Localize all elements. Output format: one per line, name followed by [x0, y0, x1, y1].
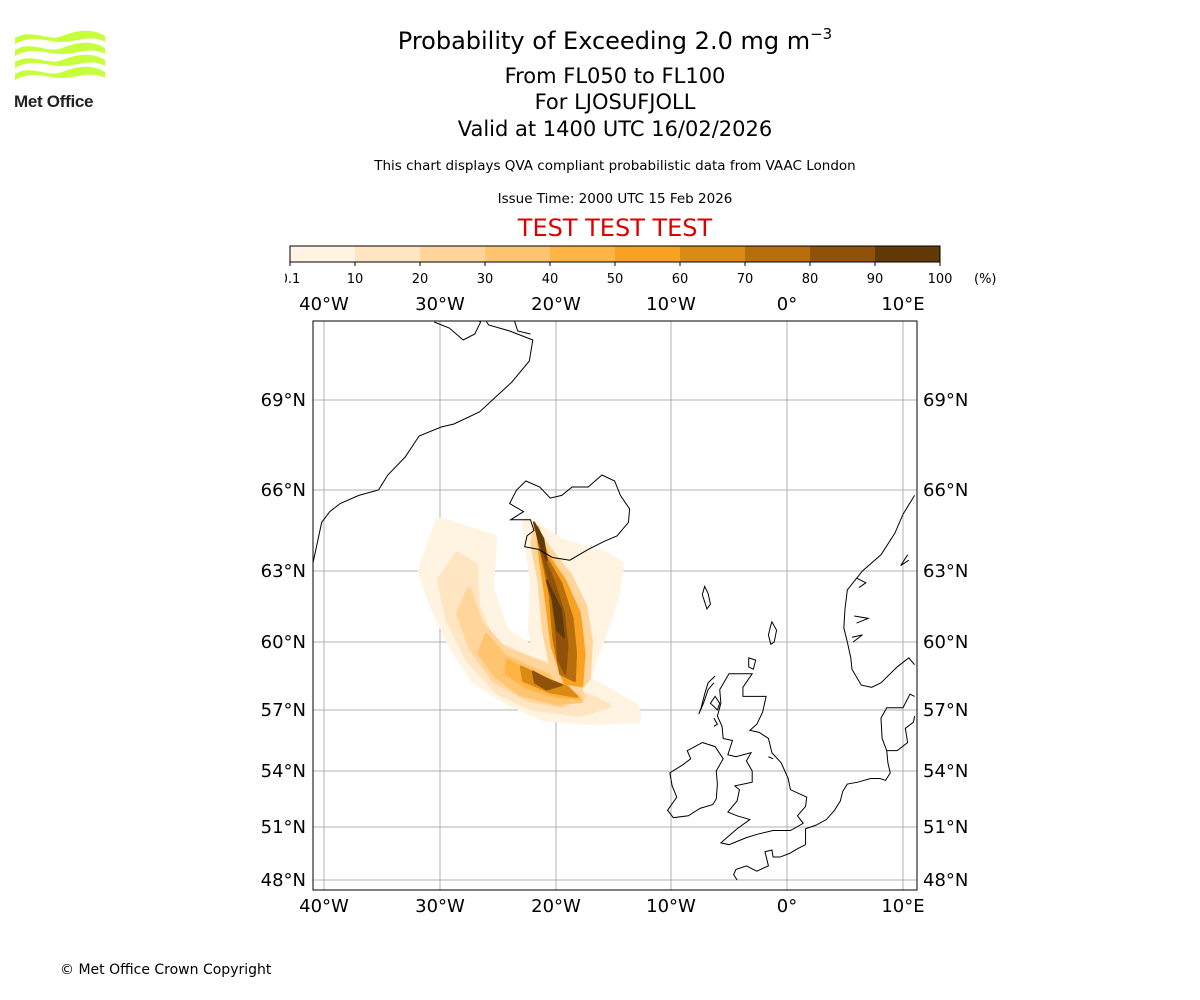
- colorbar-segment: [420, 246, 485, 262]
- colorbar-segment: [615, 246, 680, 262]
- plume-probability-80: [534, 524, 569, 675]
- lat-label-left: 51°N: [261, 817, 306, 838]
- map-frame: [312, 320, 918, 891]
- axis-labels: 40°W 40°W 30°W 30°W 20°W 20°W 10°W 10°W 0° 0° 10°E…: [261, 294, 969, 917]
- plume-probability-90: [545, 579, 566, 639]
- coastline-norway: [851, 634, 863, 643]
- colorbar-tick-label: 100: [928, 272, 953, 287]
- lon-label-top: 20°W: [531, 294, 581, 315]
- lon-label-bottom: 30°W: [415, 896, 465, 917]
- lat-label-left: 69°N: [261, 390, 306, 411]
- colorbar-tick-label: 20: [412, 272, 429, 287]
- logo-text: Met Office: [14, 92, 94, 111]
- colorbar-tick-label: 10: [347, 272, 364, 287]
- lat-label-right: 48°N: [923, 870, 968, 891]
- coastline-skye: [709, 695, 721, 711]
- lat-label-left: 57°N: [261, 700, 306, 721]
- lat-label-left: 54°N: [261, 761, 306, 782]
- coastline-greenland: [313, 321, 534, 566]
- coastline-norway: [854, 615, 871, 624]
- coastline-islands: [768, 756, 774, 760]
- chart-title-superscript: −3: [810, 25, 833, 43]
- lon-label-bottom: 0°: [777, 896, 797, 917]
- coastline-norway: [856, 577, 867, 588]
- plume-probability-80: [531, 670, 563, 691]
- chart-description: This chart displays QVA compliant probab…: [374, 158, 856, 174]
- lat-label-right: 51°N: [923, 817, 968, 838]
- volcano-location: For LJOSUFJOLL: [534, 90, 696, 114]
- coastline-norway: [843, 495, 916, 688]
- colorbar-segment: [810, 246, 875, 262]
- lat-label-left: 63°N: [261, 561, 306, 582]
- lon-label-top: 40°W: [299, 294, 349, 315]
- coastline-denmark: [880, 693, 916, 752]
- lat-label-right: 57°N: [923, 700, 968, 721]
- met-office-logo: [15, 30, 105, 80]
- colorbar-tick-label: 70: [737, 272, 754, 287]
- plume-probability-90: [532, 521, 548, 562]
- copyright: © Met Office Crown Copyright: [60, 962, 272, 978]
- colorbar-segment: [485, 246, 550, 262]
- colorbar-segment: [550, 246, 615, 262]
- issue-time: Issue Time: 2000 UTC 15 Feb 2026: [497, 191, 733, 207]
- lon-label-bottom: 10°E: [881, 896, 924, 917]
- coastline-islands: [713, 717, 719, 727]
- chart-title: Probability of Exceeding 2.0 mg m−3: [315, 25, 915, 55]
- lat-label-left: 60°N: [261, 632, 306, 653]
- coastline-hebrides: [698, 675, 716, 715]
- ash-probability-map: 40°W 40°W 30°W 30°W 20°W 20°W 10°W 10°W 0° 0° 10°E…: [261, 294, 969, 917]
- coastlines: [313, 321, 916, 881]
- lat-label-right: 66°N: [923, 480, 968, 501]
- coastline-norway: [900, 554, 910, 567]
- flight-levels: From FL050 to FL100: [504, 64, 726, 88]
- colorbar-tick-label: 60: [672, 272, 689, 287]
- colorbar-tick-label: 0.1: [285, 272, 300, 287]
- lon-label-top: 10°E: [881, 294, 924, 315]
- coastline-faroe: [701, 584, 711, 610]
- valid-time: Valid at 1400 UTC 16/02/2026: [457, 117, 773, 141]
- coastline-great-britain: [716, 673, 808, 846]
- colorbar-tick-label: 90: [867, 272, 884, 287]
- lat-label-left: 48°N: [261, 870, 306, 891]
- colorbar-tick-label: 40: [542, 272, 559, 287]
- lat-label-left: 66°N: [261, 480, 306, 501]
- lon-label-top: 30°W: [415, 294, 465, 315]
- colorbar-segment: [290, 246, 355, 262]
- plume-probability-10: [437, 551, 611, 718]
- colorbar-unit: (%): [974, 272, 997, 287]
- lon-label-top: 10°W: [646, 294, 696, 315]
- coastline-shetland: [767, 620, 778, 646]
- coastline-iceland: [508, 474, 631, 561]
- lon-label-top: 0°: [777, 294, 797, 315]
- lat-label-right: 63°N: [923, 561, 968, 582]
- colorbar-segment: [745, 246, 810, 262]
- coastline-ireland: [666, 741, 724, 819]
- chart-title-text: Probability of Exceeding 2.0 mg m: [397, 27, 811, 55]
- colorbar-segment: [680, 246, 745, 262]
- lat-label-right: 54°N: [923, 761, 968, 782]
- colorbar-tick-label: 30: [477, 272, 494, 287]
- ash-plume: [417, 517, 642, 726]
- logo-waves-icon: [15, 30, 105, 80]
- probability-colorbar: 0.1 10 20 30 40 50 60 70 80 90 100 (%): [285, 245, 997, 287]
- coastline-greenland: [434, 321, 482, 341]
- coastline-france: [733, 844, 806, 881]
- colorbar-segment: [355, 246, 420, 262]
- lat-label-right: 60°N: [923, 632, 968, 653]
- coastline-greenland: [513, 321, 531, 335]
- coastline-orkney: [748, 657, 757, 670]
- colorbar-tick-label: 50: [607, 272, 624, 287]
- test-banner: TEST TEST TEST: [517, 214, 713, 242]
- lon-label-bottom: 40°W: [299, 896, 349, 917]
- lon-label-bottom: 20°W: [531, 896, 581, 917]
- lon-label-bottom: 10°W: [646, 896, 696, 917]
- colorbar-segment: [875, 246, 940, 262]
- coastline-continent: [805, 750, 891, 845]
- colorbar-tick-label: 80: [802, 272, 819, 287]
- lat-label-right: 69°N: [923, 390, 968, 411]
